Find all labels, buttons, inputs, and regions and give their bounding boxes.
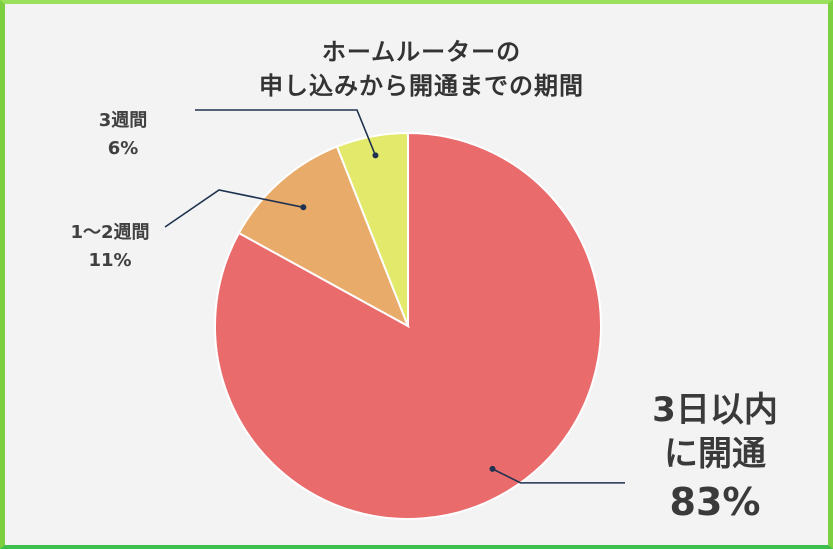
chart-title-line-1: ホームルーターの — [321, 38, 522, 66]
label-within-3-days-line-2: に開通 — [664, 434, 766, 474]
label-1-2-weeks-value: 11% — [88, 250, 132, 271]
pie-slice-3 — [335, 131, 409, 327]
label-1-2-weeks: 1～2週間 11% — [55, 218, 165, 271]
chart-title-line-2: 申し込みから開通までの期間 — [259, 72, 584, 100]
leader-within-3-days-dot — [489, 465, 496, 472]
label-1-2-weeks-text: 1～2週間 — [70, 222, 150, 243]
leader-1-2-weeks-dot — [300, 204, 307, 211]
label-within-3-days: 3日以内 に開通 83% — [635, 388, 795, 528]
pie-chart — [164, 109, 625, 520]
label-3-weeks-text: 3週間 — [98, 110, 148, 131]
leader-3-weeks-line — [195, 109, 377, 156]
leader-within-3-days-line — [492, 468, 625, 484]
label-within-3-days-line-1: 3日以内 — [652, 390, 778, 430]
leader-1-2-weeks-line — [164, 189, 304, 228]
label-3-weeks: 3週間 6% — [83, 106, 163, 159]
label-3-weeks-value: 6% — [107, 138, 139, 159]
leader-3-weeks-dot — [372, 152, 379, 159]
pie-slice-2 — [237, 145, 410, 329]
label-within-3-days-value: 83% — [669, 480, 761, 524]
